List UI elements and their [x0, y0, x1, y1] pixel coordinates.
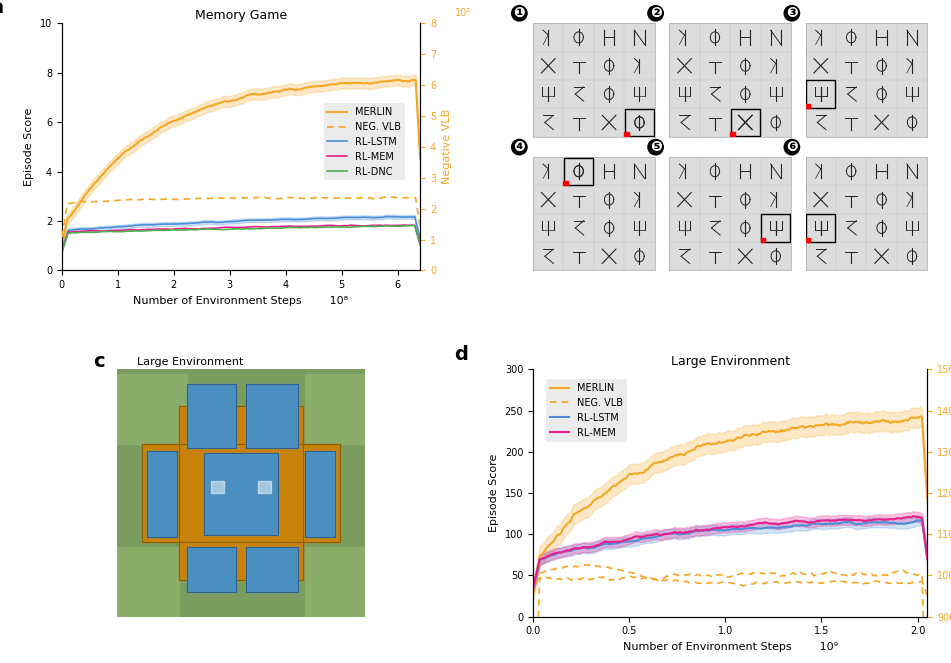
Bar — [246, 384, 298, 448]
Text: d: d — [455, 345, 468, 363]
Bar — [246, 548, 298, 592]
Y-axis label: Episode Score: Episode Score — [25, 107, 34, 186]
Y-axis label: Episode Score: Episode Score — [489, 453, 499, 532]
Bar — [246, 384, 298, 448]
Bar — [761, 214, 790, 241]
Bar — [117, 375, 186, 444]
Legend: MERLIN, NEG. VLB, RL-LSTM, RL-MEM, RL-DNC: MERLIN, NEG. VLB, RL-LSTM, RL-MEM, RL-DN… — [323, 103, 404, 180]
Text: c: c — [92, 352, 105, 371]
Bar — [805, 238, 810, 242]
Text: ❻: ❻ — [786, 140, 798, 154]
X-axis label: Number of Environment Steps        10⁸: Number of Environment Steps 10⁸ — [133, 296, 348, 306]
Bar — [211, 481, 223, 493]
Bar — [179, 406, 302, 579]
Bar — [730, 109, 760, 136]
Bar — [186, 384, 236, 448]
Text: ❶: ❶ — [514, 6, 525, 21]
Bar — [186, 548, 236, 592]
Bar — [806, 214, 835, 241]
Bar — [625, 109, 654, 136]
Bar — [259, 481, 271, 493]
Bar — [563, 181, 568, 186]
Bar — [186, 548, 236, 592]
Bar — [305, 548, 364, 617]
Bar — [117, 548, 179, 617]
Bar — [204, 453, 278, 535]
Y-axis label: Negative VLB: Negative VLB — [441, 109, 452, 184]
Text: ❸: ❸ — [786, 6, 798, 21]
Bar — [305, 451, 335, 538]
Text: a: a — [0, 0, 3, 17]
Bar — [142, 444, 340, 542]
Text: ❺: ❺ — [650, 140, 662, 154]
Text: Large Environment: Large Environment — [137, 357, 243, 367]
Bar — [624, 133, 629, 137]
Title: Large Environment: Large Environment — [670, 355, 789, 368]
Bar — [204, 453, 278, 535]
Bar — [179, 406, 302, 579]
Bar — [761, 238, 766, 242]
Bar — [186, 384, 236, 448]
Bar — [806, 80, 835, 107]
Bar — [805, 104, 810, 108]
Bar — [142, 444, 340, 542]
Title: Memory Game: Memory Game — [195, 9, 287, 22]
Text: 10²: 10² — [456, 8, 472, 19]
Text: b: b — [496, 0, 511, 3]
Bar — [147, 451, 177, 538]
Bar — [305, 375, 364, 444]
Text: ❷: ❷ — [650, 6, 662, 21]
Bar — [305, 451, 335, 538]
Legend: MERLIN, NEG. VLB, RL-LSTM, RL-MEM: MERLIN, NEG. VLB, RL-LSTM, RL-MEM — [546, 379, 627, 442]
Bar — [117, 369, 177, 456]
X-axis label: Number of Environment Steps        10⁹: Number of Environment Steps 10⁹ — [623, 642, 838, 652]
Bar — [147, 451, 177, 538]
Text: ❹: ❹ — [514, 140, 525, 154]
Bar — [564, 158, 593, 185]
Bar — [246, 548, 298, 592]
Bar — [730, 133, 735, 137]
